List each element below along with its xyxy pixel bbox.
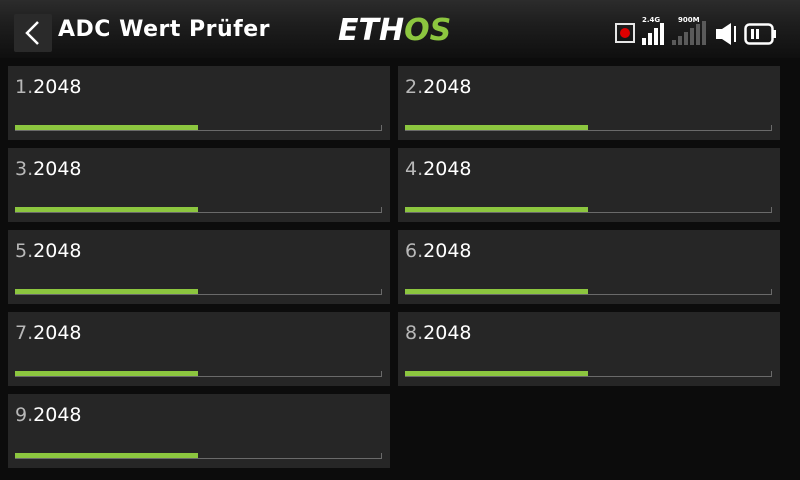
adc-tile-7: 7.2048	[8, 312, 390, 386]
page-title: ADC Wert Prüfer	[58, 17, 270, 42]
adc-level-fill	[405, 207, 588, 212]
adc-tile-3: 3.2048	[8, 148, 390, 222]
speaker-muted-icon[interactable]	[714, 22, 740, 46]
adc-tile-1: 1.2048	[8, 66, 390, 140]
adc-index: 7.	[15, 322, 34, 344]
adc-value: 2048	[423, 158, 472, 180]
adc-index: 3.	[15, 158, 34, 180]
adc-label: 7.2048	[15, 322, 82, 344]
adc-index: 6.	[405, 240, 424, 262]
adc-index: 2.	[405, 76, 424, 98]
adc-tile-5: 5.2048	[8, 230, 390, 304]
adc-level-fill	[15, 125, 198, 130]
record-icon[interactable]	[615, 23, 635, 43]
ethos-logo: ETHOS	[338, 13, 452, 48]
adc-level-bar	[15, 125, 382, 131]
adc-label: 5.2048	[15, 240, 82, 262]
adc-tile-8: 8.2048	[398, 312, 780, 386]
rf-2g4-signal: 2.4G	[641, 16, 667, 46]
adc-level-bar	[405, 207, 772, 213]
adc-index: 5.	[15, 240, 34, 262]
adc-level-fill	[15, 289, 198, 294]
adc-level-bar	[405, 125, 772, 131]
adc-level-bar	[405, 289, 772, 295]
signal-bars-icon	[642, 23, 664, 45]
adc-level-bar	[15, 207, 382, 213]
adc-level-bar	[405, 371, 772, 377]
adc-label: 2.2048	[405, 76, 472, 98]
adc-label: 9.2048	[15, 404, 82, 426]
adc-level-fill	[15, 453, 198, 458]
battery-icon	[744, 23, 776, 45]
header-bar: ADC Wert Prüfer ETHOS 2.4G 900M	[0, 0, 800, 58]
rf-900m-signal: 900M	[671, 16, 713, 46]
rf-2g4-label: 2.4G	[642, 16, 661, 24]
adc-value: 2048	[33, 404, 82, 426]
adc-label: 1.2048	[15, 76, 82, 98]
adc-level-fill	[15, 371, 198, 376]
back-button[interactable]	[14, 14, 52, 52]
adc-level-bar	[15, 453, 382, 459]
adc-label: 6.2048	[405, 240, 472, 262]
adc-value: 2048	[33, 76, 82, 98]
adc-tile-4: 4.2048	[398, 148, 780, 222]
adc-tile-2: 2.2048	[398, 66, 780, 140]
adc-level-fill	[405, 125, 588, 130]
signal-bars-icon	[672, 21, 706, 45]
rf-900m-label: 900M	[678, 16, 700, 24]
chevron-left-icon	[25, 21, 39, 45]
adc-value: 2048	[33, 158, 82, 180]
adc-level-fill	[405, 371, 588, 376]
adc-level-fill	[405, 289, 588, 294]
adc-value: 2048	[423, 76, 472, 98]
adc-value: 2048	[423, 322, 472, 344]
adc-index: 8.	[405, 322, 424, 344]
adc-level-bar	[15, 371, 382, 377]
adc-value: 2048	[33, 322, 82, 344]
adc-index: 9.	[15, 404, 34, 426]
adc-index: 4.	[405, 158, 424, 180]
adc-value: 2048	[423, 240, 472, 262]
adc-tile-6: 6.2048	[398, 230, 780, 304]
adc-value: 2048	[33, 240, 82, 262]
adc-level-bar	[15, 289, 382, 295]
adc-label: 8.2048	[405, 322, 472, 344]
adc-index: 1.	[15, 76, 34, 98]
adc-level-fill	[15, 207, 198, 212]
adc-tile-9: 9.2048	[8, 394, 390, 468]
adc-label: 4.2048	[405, 158, 472, 180]
adc-label: 3.2048	[15, 158, 82, 180]
